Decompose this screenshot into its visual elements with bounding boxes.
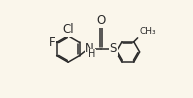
Text: F: F [48, 36, 55, 49]
Text: O: O [96, 14, 106, 27]
Text: CH₃: CH₃ [139, 27, 156, 36]
Text: H: H [88, 49, 96, 59]
Text: N: N [85, 43, 94, 55]
Text: Cl: Cl [63, 23, 74, 36]
Text: S: S [109, 43, 117, 55]
